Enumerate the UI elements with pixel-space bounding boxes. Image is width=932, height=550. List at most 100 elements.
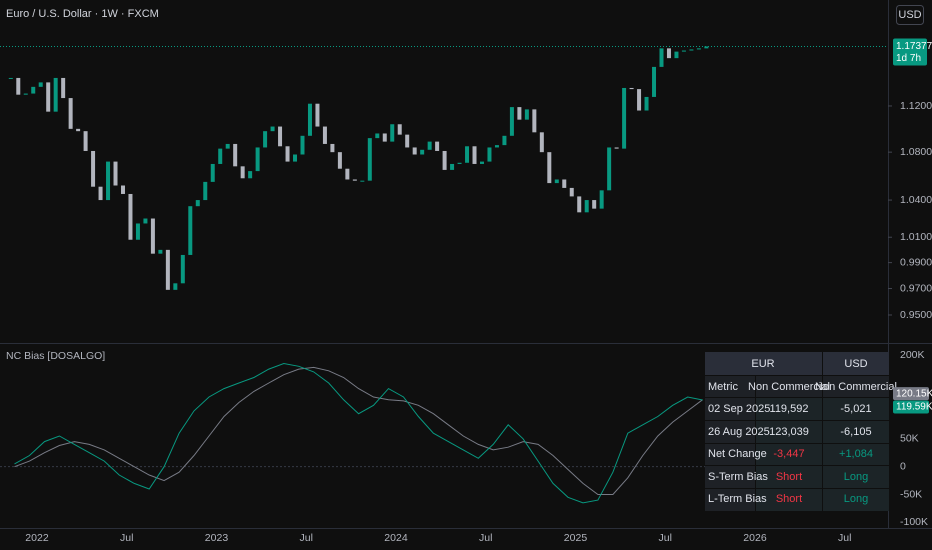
cot-table: EUR USD Metric Non Commercial Non Commer… — [705, 352, 897, 511]
candle — [106, 161, 111, 201]
candle — [330, 143, 335, 153]
candle — [704, 46, 709, 49]
candle — [173, 283, 178, 290]
candle — [622, 87, 627, 149]
candle — [614, 147, 619, 149]
x-tick-label: Jul — [300, 532, 313, 544]
candle — [76, 128, 81, 132]
candle — [300, 135, 305, 155]
last-value-box — [893, 387, 929, 401]
table-cell: 26 Aug 2025 — [708, 426, 770, 438]
x-tick-label: Jul — [838, 532, 851, 544]
candle — [539, 132, 544, 153]
candle — [61, 77, 66, 99]
candle — [666, 48, 671, 59]
table-header: EUR — [751, 358, 774, 370]
table-cell: Short — [776, 493, 802, 505]
table-cell: 119,592 — [770, 403, 809, 415]
candle — [150, 218, 155, 254]
candle — [143, 218, 148, 224]
candle — [233, 143, 238, 167]
table-cell: +1,084 — [839, 448, 873, 460]
candle — [188, 206, 193, 255]
candle — [8, 77, 13, 79]
candle — [165, 249, 170, 290]
table-cell: Long — [844, 493, 868, 505]
candle — [592, 200, 597, 209]
table-cell: Net Change — [708, 448, 767, 460]
candle — [427, 141, 432, 150]
indicator-line — [14, 362, 703, 504]
candle — [322, 126, 327, 144]
last-value-label: 119.59K — [896, 402, 932, 413]
x-tick-label: Jul — [659, 532, 672, 544]
candle — [98, 186, 103, 201]
candle — [659, 48, 664, 67]
candle — [278, 126, 283, 147]
candle — [637, 89, 642, 111]
y-tick-label: 200K — [900, 349, 925, 361]
candle — [248, 171, 253, 179]
table-cell: L-Term Bias — [708, 493, 767, 505]
candle — [562, 179, 567, 188]
candle — [577, 196, 582, 213]
candle — [390, 124, 395, 142]
table-cell: 02 Sep 2025 — [708, 403, 770, 415]
candle — [532, 109, 537, 133]
last-price-label: 1.17377 — [896, 41, 932, 52]
candle — [547, 152, 552, 184]
candle — [397, 124, 402, 135]
table-cell: -3,447 — [773, 448, 804, 460]
candle — [285, 146, 290, 162]
candle — [375, 133, 380, 139]
candle — [494, 145, 499, 148]
table-cell: Non Commercial — [748, 381, 830, 393]
x-tick-label: 2022 — [25, 532, 49, 544]
table-cell: Long — [844, 471, 868, 483]
y-tick-label: 0.95000 — [900, 309, 932, 321]
candle — [158, 249, 163, 254]
candle — [674, 51, 679, 59]
candle — [218, 148, 223, 164]
table-header: USD — [844, 358, 867, 370]
symbol-title: Euro / U.S. Dollar · 1W · FXCM — [6, 8, 159, 20]
currency-label[interactable]: USD — [898, 9, 921, 21]
currency-button[interactable] — [896, 5, 924, 25]
candle — [255, 147, 260, 172]
table-cell: -6,105 — [840, 426, 871, 438]
candle — [405, 134, 410, 148]
y-tick-label: 1.08000 — [900, 146, 932, 158]
candle — [644, 96, 649, 111]
candle — [270, 126, 275, 132]
y-tick-label: 0 — [900, 460, 906, 472]
table-cell: Non Commercial — [815, 381, 897, 393]
candle — [68, 98, 73, 129]
candle — [113, 161, 118, 186]
candle — [502, 135, 507, 146]
candle — [629, 87, 634, 90]
candle — [465, 146, 470, 163]
table-cell: Short — [776, 471, 802, 483]
candle — [479, 161, 484, 164]
candle — [23, 93, 28, 95]
candle — [307, 103, 312, 136]
candle — [681, 50, 686, 52]
candle — [584, 200, 589, 213]
candle — [91, 150, 96, 187]
candle — [442, 150, 447, 170]
last-value-label: 120.15K — [896, 388, 932, 399]
candle — [382, 133, 387, 142]
candle — [652, 66, 657, 97]
candle — [517, 107, 522, 120]
table-cell: Metric — [708, 381, 738, 393]
table-cell: -5,021 — [840, 403, 871, 415]
candle — [225, 143, 230, 149]
candle — [607, 147, 612, 191]
candle — [337, 152, 342, 169]
candle — [128, 193, 133, 240]
table-cell: S-Term Bias — [708, 471, 768, 483]
candle — [689, 49, 694, 51]
candle — [53, 77, 58, 112]
candle — [135, 223, 140, 240]
